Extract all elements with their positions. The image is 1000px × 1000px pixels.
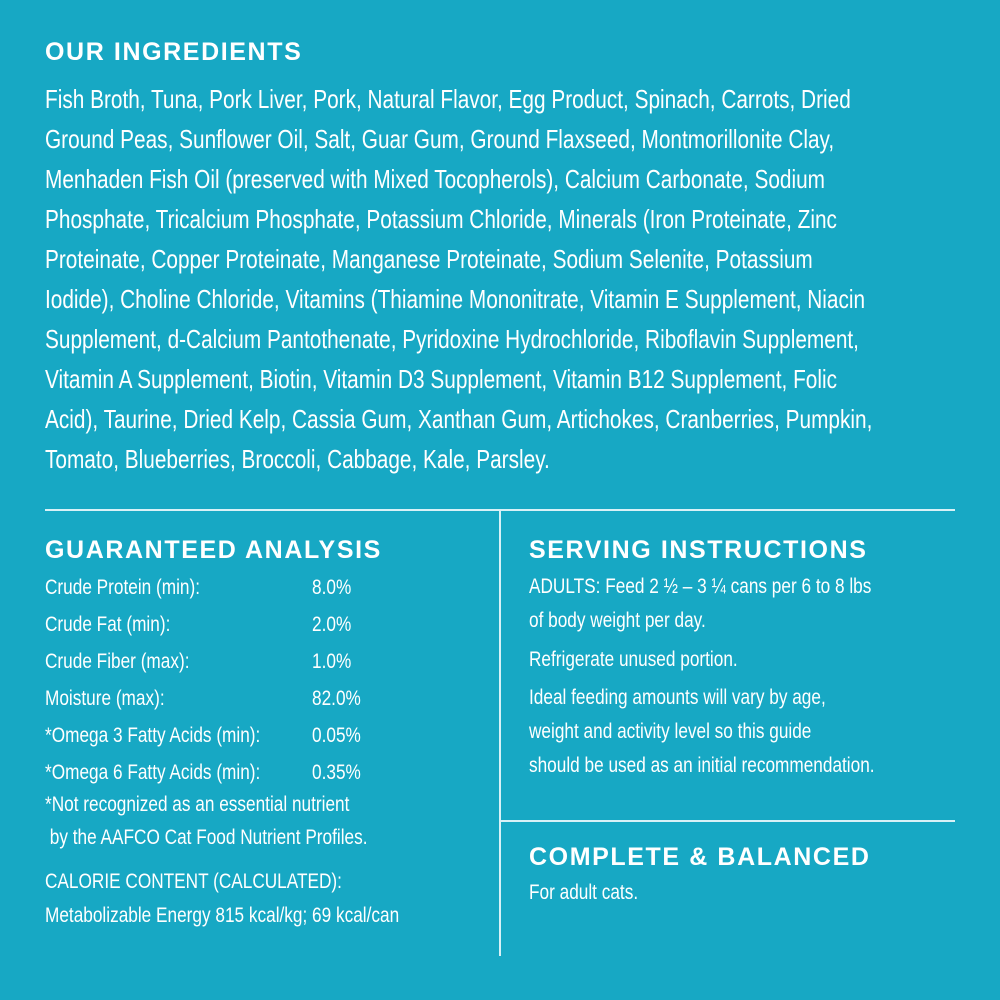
analysis-label: *Omega 3 Fatty Acids (min): [45,724,261,747]
ingredient-line: Vitamin A Supplement, Biotin, Vitamin D3… [45,364,837,394]
serving-line: of body weight per day. [529,609,706,632]
analysis-value: 8.0% [312,576,352,599]
ingredients-title: OUR INGREDIENTS [45,38,303,66]
serving-line: ADULTS: Feed 2 ½ – 3 ¼ cans per 6 to 8 l… [529,575,872,598]
complete-text: For adult cats. [529,881,639,904]
ingredient-line: Acid), Taurine, Dried Kelp, Cassia Gum, … [45,404,873,434]
calorie-title: CALORIE CONTENT (CALCULATED): [45,870,342,893]
analysis-footnote-cont: by the AAFCO Cat Food Nutrient Profiles. [45,826,368,849]
ingredient-line: Ground Peas, Sunflower Oil, Salt, Guar G… [45,124,835,154]
divider-vertical [499,510,501,956]
ingredient-line: Iodide), Choline Chloride, Vitamins (Thi… [45,284,866,314]
ingredient-line: Proteinate, Copper Proteinate, Manganese… [45,244,813,274]
divider-right [500,820,955,822]
serving-line: Ideal feeding amounts will vary by age, [529,686,826,709]
analysis-label: Crude Fiber (max): [45,650,190,673]
ingredient-line: Supplement, d-Calcium Pantothenate, Pyri… [45,324,859,354]
ingredient-line: Fish Broth, Tuna, Pork Liver, Pork, Natu… [45,84,851,114]
ingredient-line: Phosphate, Tricalcium Phosphate, Potassi… [45,204,837,234]
analysis-footnote: *Not recognized as an essential nutrient [45,793,350,816]
analysis-value: 0.05% [312,724,361,747]
analysis-value: 2.0% [312,613,352,636]
serving-line: should be used as an initial recommendat… [529,754,875,777]
analysis-value: 82.0% [312,687,361,710]
analysis-label: Crude Protein (min): [45,576,201,599]
analysis-value: 1.0% [312,650,352,673]
analysis-label: Moisture (max): [45,687,165,710]
analysis-value: 0.35% [312,761,361,784]
serving-title: SERVING INSTRUCTIONS [529,536,868,564]
serving-line: Refrigerate unused portion. [529,648,738,671]
analysis-label: *Omega 6 Fatty Acids (min): [45,761,261,784]
analysis-title: GUARANTEED ANALYSIS [45,536,382,564]
serving-line: weight and activity level so this guide [529,720,812,743]
complete-title: COMPLETE & BALANCED [529,843,871,871]
analysis-label: Crude Fat (min): [45,613,171,636]
ingredient-line: Menhaden Fish Oil (preserved with Mixed … [45,164,825,194]
calorie-value: Metabolizable Energy 815 kcal/kg; 69 kca… [45,904,400,927]
ingredient-line: Tomato, Blueberries, Broccoli, Cabbage, … [45,444,550,474]
